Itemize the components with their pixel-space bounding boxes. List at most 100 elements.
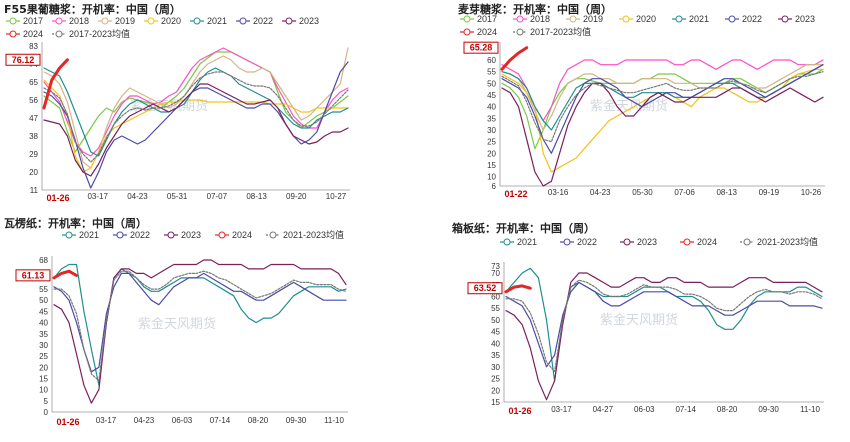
legend-circle-marker (116, 231, 124, 239)
legend-label: 2018 (69, 16, 89, 26)
legend-item[interactable]: 2021 (190, 16, 227, 26)
y-tick-label: 50 (39, 296, 48, 305)
legend-circle-marker (463, 15, 471, 23)
y-tick-label: 65 (29, 78, 38, 87)
legend-label: 2024 (232, 230, 252, 240)
legend-circle-marker (516, 28, 524, 36)
x-tick-label: 05-31 (167, 192, 188, 201)
legend-item[interactable]: 2021-2023均值 (740, 236, 818, 247)
legend-item[interactable]: 2018 (52, 16, 89, 26)
legend-label: 2024 (697, 237, 717, 247)
legend-item[interactable]: 2023 (282, 16, 319, 26)
legend-circle-marker (167, 231, 175, 239)
legend-circle-marker (463, 28, 471, 36)
x-tick-label: 08-13 (716, 188, 737, 197)
y-tick-label: 30 (487, 126, 496, 135)
series-line-2017 (43, 51, 349, 153)
series-line-2020 (43, 79, 349, 173)
legend-item[interactable]: 2024 (6, 29, 43, 39)
legend[interactable]: 2021 2022 2023 2024 2021-2023均值 (500, 236, 818, 247)
legend-label: 2021 (207, 16, 227, 26)
last-value-box (5, 53, 41, 66)
chart-panel-2: 麦芽糖浆：开机率：中国（周）2017 2018 2019 2020 2021 2022 20… (458, 2, 825, 199)
series-group (42, 47, 349, 189)
chart-panel-3: 瓦楞纸：开机率：中国（周）2021 2022 2023 2024 2021-2023均值… (4, 216, 348, 427)
series-line-2022 (505, 281, 823, 368)
legend-circle-marker (743, 238, 751, 246)
watermark-text: 紫金天风期货 (600, 312, 678, 327)
y-tick-label: 10 (487, 173, 496, 182)
axes: 0510152025303540455055606801-2603-1704-2… (39, 256, 348, 427)
legend-item[interactable]: 2017-2023均值 (513, 26, 591, 37)
legend-item[interactable]: 2021 (672, 14, 709, 24)
x-tick-label: 10-27 (326, 192, 347, 201)
legend-item[interactable]: 2021 (62, 230, 99, 240)
legend-label: 2022 (577, 237, 597, 247)
x-tick-label: 03-17 (87, 192, 108, 201)
legend-circle-marker (503, 238, 511, 246)
legend-item[interactable]: 2023 (164, 230, 201, 240)
legend-item[interactable]: 2019 (566, 14, 603, 24)
legend-item[interactable]: 2022 (725, 14, 762, 24)
legend-item[interactable]: 2022 (236, 16, 273, 26)
legend-item[interactable]: 2021-2023均值 (266, 229, 344, 240)
x-tick-label: 09-30 (758, 405, 779, 414)
legend-label: 2023 (637, 237, 657, 247)
legend-item[interactable]: 2022 (560, 237, 597, 247)
legend-label: 2019 (583, 14, 603, 24)
legend-item[interactable]: 2017 (6, 16, 43, 26)
legend-item[interactable]: 2017 (460, 14, 497, 24)
y-tick-label: 15 (39, 374, 48, 383)
y-tick-label: 60 (491, 292, 500, 301)
legend-item[interactable]: 2023 (620, 237, 657, 247)
x-start-label: 01-26 (508, 406, 531, 416)
legend-item[interactable]: 2018 (513, 14, 550, 24)
y-tick-label: 30 (491, 363, 500, 372)
x-start-label: 01-26 (46, 193, 69, 203)
legend-label: 2021 (517, 237, 537, 247)
legend-circle-marker (622, 15, 630, 23)
y-tick-label: 25 (491, 375, 500, 384)
y-tick-label: 50 (487, 79, 496, 88)
legend-label: 2022 (253, 16, 273, 26)
series-line-2023 (505, 272, 823, 401)
y-tick-label: 45 (39, 307, 48, 316)
legend-circle-marker (193, 17, 201, 25)
legend-item[interactable]: 2024 (460, 27, 497, 37)
legend[interactable]: 2021 2022 2023 2024 2021-2023均值 (62, 229, 344, 240)
legend-item[interactable]: 2022 (113, 230, 150, 240)
series-group (504, 267, 823, 401)
legend-label: 2024 (23, 29, 43, 39)
legend[interactable]: 2017 2018 2019 2020 2021 2022 2023 2024 2017-202… (460, 14, 815, 37)
y-tick-label: 40 (487, 103, 496, 112)
legend-item[interactable]: 2024 (680, 237, 717, 247)
legend-circle-marker (285, 17, 293, 25)
y-tick-label: 15 (491, 398, 500, 407)
last-value-label: 65.28 (470, 43, 493, 53)
legend-item[interactable]: 2020 (619, 14, 656, 24)
legend-circle-marker (781, 15, 789, 23)
axes: 11202938475665748301-2603-1704-2305-3107… (29, 42, 350, 203)
legend-item[interactable]: 2023 (778, 14, 815, 24)
series-line-2024 (52, 269, 78, 280)
legend-item[interactable]: 2017-2023均值 (52, 28, 130, 39)
series-line-2021 (43, 67, 349, 157)
legend-label: 2021 (689, 14, 709, 24)
y-tick-label: 25 (487, 138, 496, 147)
legend-label: 2019 (115, 16, 135, 26)
series-group (52, 259, 347, 404)
x-tick-label: 11-10 (800, 405, 820, 414)
legend-item[interactable]: 2021 (500, 237, 537, 247)
x-tick-label: 05-30 (632, 188, 653, 197)
legend-item[interactable]: 2024 (215, 230, 252, 240)
legend-circle-marker (675, 15, 683, 23)
x-tick-label: 07-14 (210, 416, 231, 425)
y-tick-label: 20 (29, 168, 38, 177)
x-tick-label: 04-27 (593, 405, 614, 414)
series-line-2023 (501, 82, 824, 187)
legend[interactable]: 2017 2018 2019 2020 2021 2022 2023 2024 2017-202… (6, 16, 319, 39)
legend-item[interactable]: 2019 (98, 16, 135, 26)
series-line-avg (43, 71, 349, 163)
legend-item[interactable]: 2020 (144, 16, 181, 26)
